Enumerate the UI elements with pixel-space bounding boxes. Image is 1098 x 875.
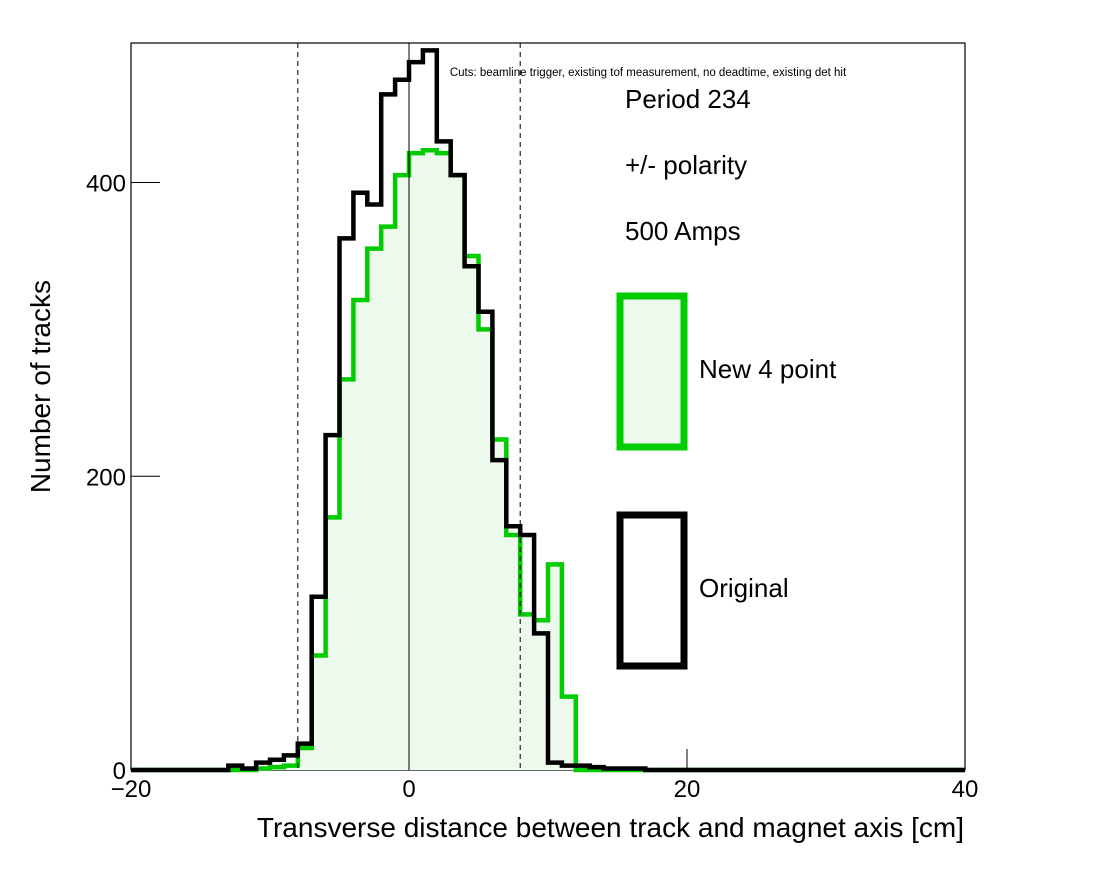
x-axis-label: Transverse distance between track and ma… bbox=[257, 812, 964, 843]
bin-bar bbox=[312, 597, 326, 770]
bin-bar bbox=[284, 755, 298, 770]
histogram-layer bbox=[131, 48, 965, 773]
y-tick-label: 200 bbox=[86, 464, 126, 491]
bin-bar bbox=[340, 238, 354, 770]
bin-bar bbox=[479, 312, 493, 770]
bin-bar bbox=[506, 526, 520, 770]
bin-bar bbox=[534, 633, 548, 770]
bin-bar bbox=[423, 50, 437, 770]
series-1-bins bbox=[131, 48, 965, 773]
y-tick-label: 400 bbox=[86, 171, 126, 198]
x-tick-label: 40 bbox=[952, 776, 979, 803]
bin-bar bbox=[520, 535, 534, 770]
bin-bar bbox=[228, 766, 242, 770]
bin-bar bbox=[437, 141, 451, 770]
bin-bar bbox=[576, 766, 590, 770]
current-label: 500 Amps bbox=[625, 216, 741, 246]
bin-bar bbox=[465, 266, 479, 770]
bin-bar bbox=[353, 193, 367, 770]
legend-label-original: Original bbox=[699, 573, 789, 603]
bin-bar bbox=[242, 769, 256, 770]
bin-bar bbox=[409, 62, 423, 770]
bin-bar bbox=[562, 766, 576, 770]
bin-bar bbox=[604, 769, 618, 770]
legend: New 4 point Original bbox=[616, 292, 837, 670]
series-outline-1 bbox=[131, 48, 965, 773]
bin-bar bbox=[326, 435, 340, 770]
y-tick-label: 0 bbox=[113, 758, 126, 785]
bin-bar bbox=[618, 769, 632, 770]
bin-bar bbox=[492, 460, 506, 770]
bin-bar bbox=[562, 697, 576, 770]
bin-bar bbox=[381, 94, 395, 770]
y-axis-label: Number of tracks bbox=[25, 280, 56, 493]
cut-lines bbox=[297, 43, 521, 770]
bin-bar bbox=[270, 760, 284, 770]
bin-bar bbox=[451, 175, 465, 770]
legend-label-new-4-point: New 4 point bbox=[699, 354, 837, 384]
series-fill-0 bbox=[131, 150, 965, 771]
bin-bar bbox=[367, 205, 381, 770]
bin-bar bbox=[548, 763, 562, 770]
bin-bar bbox=[395, 80, 409, 770]
legend-swatch-new-4-point bbox=[616, 292, 688, 451]
bin-bar bbox=[256, 763, 270, 770]
x-tick-label: −20 bbox=[111, 776, 152, 803]
bin-bar bbox=[590, 767, 604, 770]
legend-swatch-original bbox=[616, 511, 688, 670]
x-tick-label: 0 bbox=[402, 776, 415, 803]
x-tick-label: 20 bbox=[674, 776, 701, 803]
polarity-label: +/- polarity bbox=[625, 150, 747, 180]
cuts-annotation: Cuts: beamline trigger, existing tof mea… bbox=[450, 67, 847, 79]
bin-bar bbox=[298, 744, 312, 770]
period-label: Period 234 bbox=[625, 84, 751, 114]
bin-bar bbox=[631, 769, 645, 770]
